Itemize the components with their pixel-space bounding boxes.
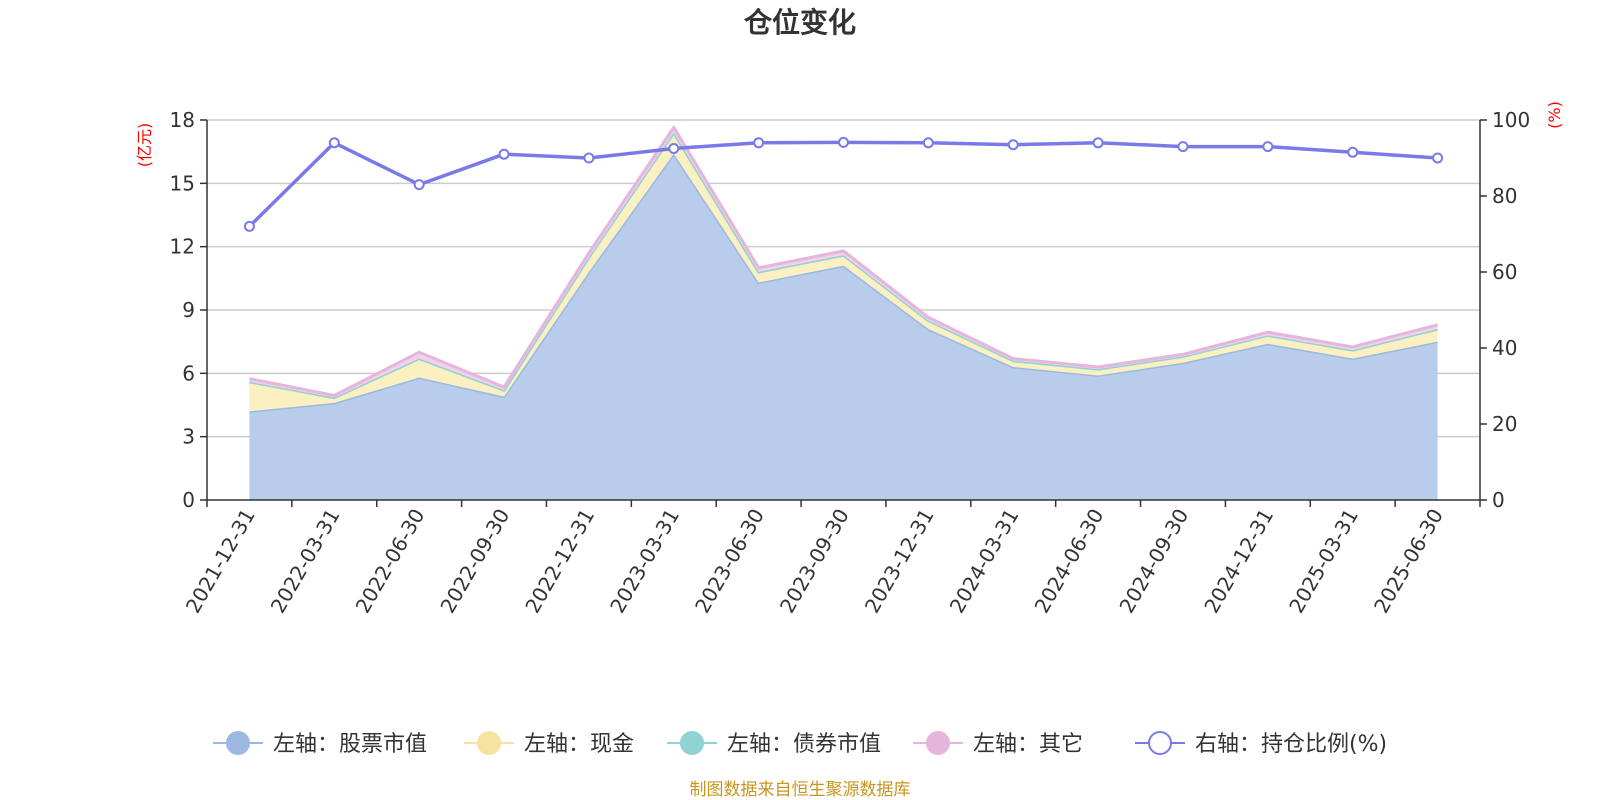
holding-ratio-point (413, 179, 425, 191)
holding-ratio-point (753, 137, 765, 149)
left-axis-unit: (亿元) (135, 123, 154, 168)
left-tick-label: 18 (170, 108, 195, 132)
legend-marker (926, 731, 950, 755)
holding-ratio-point (1262, 141, 1274, 153)
x-tick-label: 2023-12-31 (860, 505, 939, 618)
legend-marker (477, 731, 501, 755)
legend-label: 右轴：持仓比例(%) (1195, 732, 1387, 757)
legend-marker (1148, 731, 1172, 755)
x-tick-label: 2022-03-31 (266, 505, 345, 618)
legend-marker (680, 731, 704, 755)
holding-ratio-point (328, 137, 340, 149)
legend-label: 左轴：债券市值 (727, 732, 881, 757)
left-tick-label: 15 (170, 171, 195, 195)
right-tick-label: 100 (1492, 108, 1530, 132)
holding-ratio-point (1347, 146, 1359, 158)
right-tick-label: 20 (1492, 412, 1517, 436)
x-tick-label: 2022-06-30 (351, 504, 430, 617)
right-tick-label: 40 (1492, 336, 1517, 360)
legend-item: 左轴：其它 (913, 731, 1083, 757)
source-note: 制图数据来自恒生聚源数据库 (690, 780, 911, 800)
area-series (249, 125, 1438, 500)
legend: 左轴：股票市值 左轴：现金 左轴：债券市值 左轴：其它 右轴：持仓比例(%) (213, 731, 1387, 757)
legend-item: 左轴：债券市值 (667, 731, 881, 757)
x-tick-label: 2024-09-30 (1114, 505, 1193, 618)
right-tick-label: 60 (1492, 260, 1517, 284)
legend-label: 左轴：股票市值 (273, 732, 427, 757)
right-axis-unit: (%) (1545, 101, 1564, 129)
left-tick-label: 9 (182, 298, 195, 322)
legend-item: 左轴：股票市值 (213, 731, 427, 757)
chart-title: 仓位变化 (744, 6, 856, 39)
line-series (243, 136, 1444, 232)
legend-marker (226, 731, 250, 755)
right-tick-label: 0 (1492, 488, 1505, 512)
x-tick-label: 2023-03-31 (605, 505, 684, 618)
left-tick-label: 6 (182, 361, 195, 385)
x-tick-label: 2025-03-31 (1284, 505, 1363, 618)
left-tick-label: 3 (182, 425, 195, 449)
x-tick-label: 2021-12-31 (181, 505, 260, 618)
x-tick-label: 2022-12-31 (520, 505, 599, 618)
legend-label: 左轴：其它 (973, 732, 1083, 757)
holding-ratio-point (583, 152, 595, 164)
holding-ratio-line (248, 140, 1438, 228)
x-tick-label: 2022-09-30 (435, 505, 514, 618)
holding-ratio-point (498, 148, 510, 160)
holding-ratio-point (922, 137, 934, 149)
holding-ratio-point (1092, 137, 1104, 149)
holding-ratio-point (1432, 152, 1444, 164)
right-tick-label: 80 (1492, 184, 1517, 208)
x-tick-label: 2025-06-30 (1369, 505, 1448, 618)
holding-ratio-point (668, 143, 680, 154)
x-tick-label: 2024-03-31 (945, 505, 1024, 618)
x-tick-label: 2024-06-30 (1030, 505, 1109, 618)
x-tick-label: 2023-06-30 (690, 505, 769, 618)
left-tick-label: 12 (170, 235, 195, 259)
holding-ratio-point (243, 220, 255, 232)
area-line-3 (249, 125, 1438, 397)
legend-item: 左轴：现金 (464, 731, 634, 757)
holding-ratio-point (1007, 139, 1019, 151)
x-tick-label: 2024-12-31 (1199, 505, 1278, 618)
holding-ratio-point (1177, 141, 1189, 153)
area-0 (249, 153, 1438, 500)
left-tick-label: 0 (182, 488, 195, 512)
legend-label: 左轴：现金 (524, 732, 634, 757)
x-tick-label: 2023-09-30 (775, 505, 854, 618)
legend-item: 右轴：持仓比例(%) (1135, 731, 1387, 757)
holding-ratio-point (838, 136, 849, 148)
